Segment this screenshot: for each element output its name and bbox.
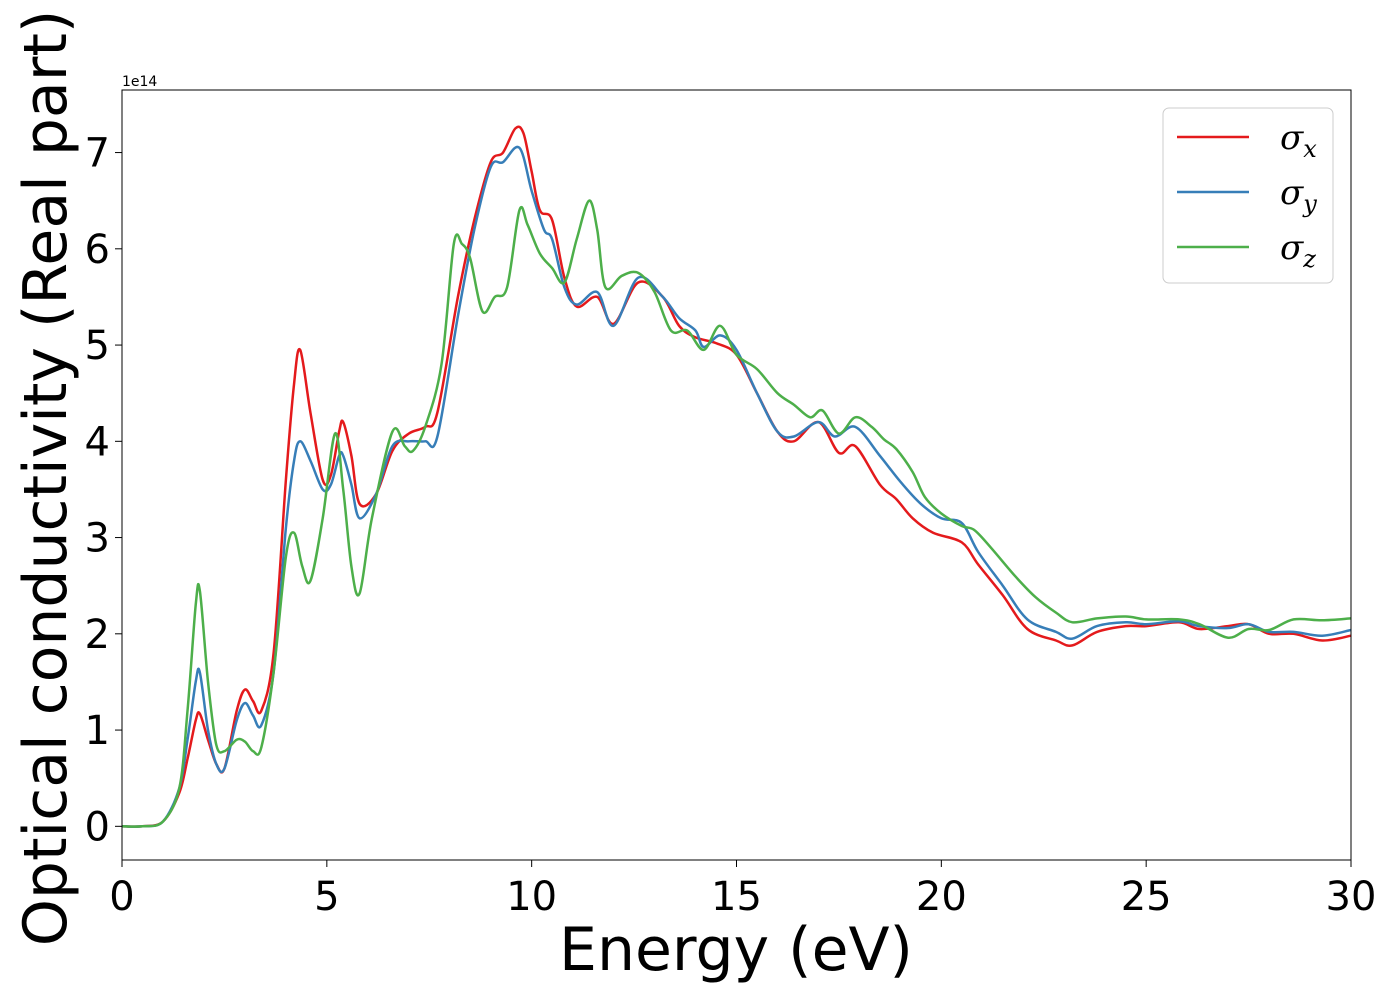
legend-label-y: σy (1280, 173, 1317, 218)
y-tick-label: 4 (85, 419, 110, 465)
y-axis-title: Optical conductivity (Real part) (11, 10, 81, 947)
x-axis-title: Energy (eV) (559, 915, 913, 985)
series-line-x (121, 125, 1352, 828)
y-offset-label: 1e14 (122, 74, 157, 90)
y-tick-label: 1 (85, 708, 110, 754)
ticks-layer: 0 5 10 15 20 25 30 0 1 2 3 4 5 6 7 (85, 131, 1377, 920)
y-tick-label: 0 (85, 804, 110, 850)
x-tick-label: 25 (1121, 874, 1172, 920)
x-tick-label: 0 (109, 874, 134, 920)
y-tick-label: 6 (85, 227, 110, 273)
x-tick-label: 30 (1326, 874, 1377, 920)
legend-frame (1162, 107, 1334, 284)
x-tick-label: 5 (314, 874, 339, 920)
series-layer (121, 125, 1352, 828)
y-tick-label: 7 (85, 131, 110, 177)
legend: σx σy σz (1162, 107, 1334, 284)
x-tick-label: 10 (506, 874, 557, 920)
y-tick-label: 5 (85, 323, 110, 369)
legend-label-z: σz (1280, 228, 1316, 273)
y-tick-label: 2 (85, 612, 110, 658)
series-line-y (121, 145, 1352, 828)
series-line-z (121, 199, 1352, 828)
x-tick-label: 15 (711, 874, 762, 920)
y-tick-label: 3 (85, 516, 110, 562)
legend-label-x: σx (1280, 118, 1317, 163)
x-tick-label: 20 (916, 874, 967, 920)
